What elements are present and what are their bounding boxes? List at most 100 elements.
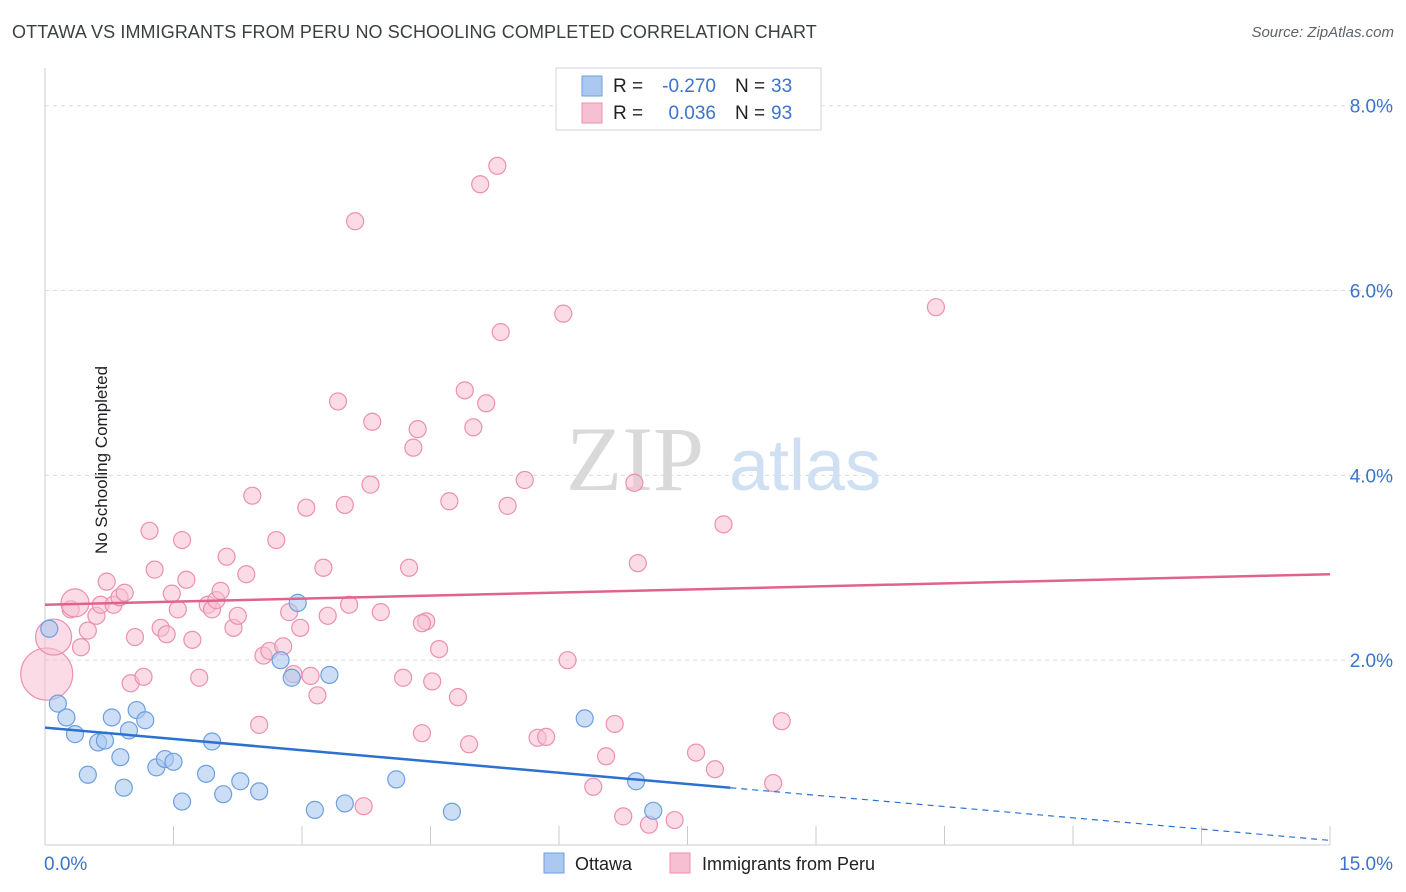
- peru-point: [705, 760, 725, 779]
- legend-ottawa-swatch: [581, 75, 603, 97]
- ottawa-point: [48, 694, 67, 713]
- watermark-atlas: atlas: [729, 426, 881, 506]
- ottawa-point: [102, 708, 121, 727]
- ottawa-point: [57, 708, 76, 727]
- ottawa-point: [282, 668, 301, 687]
- peru-point: [134, 667, 153, 686]
- peru-point: [297, 498, 316, 517]
- peru-point: [412, 614, 432, 633]
- ottawa-point: [305, 800, 324, 819]
- peru-point: [554, 304, 573, 323]
- peru-point: [243, 486, 262, 505]
- peru-point: [267, 530, 286, 550]
- peru-point: [314, 558, 333, 577]
- ottawa-point: [644, 801, 663, 820]
- peru-point: [301, 666, 320, 685]
- legend-r-value: -0.270: [662, 76, 716, 97]
- peru-point: [172, 530, 192, 550]
- source-label: Source: ZipAtlas.com: [1251, 24, 1394, 41]
- peru-point: [423, 672, 442, 691]
- peru-point: [455, 381, 474, 400]
- peru-point: [926, 298, 946, 317]
- x-tick-label-min: 0.0%: [44, 854, 87, 875]
- peru-point: [125, 627, 145, 647]
- ottawa-point: [271, 651, 290, 670]
- legend-n-value: 33: [771, 76, 792, 97]
- peru-point: [346, 212, 365, 231]
- peru-point: [237, 565, 256, 584]
- trend-lines: [44, 572, 1331, 841]
- peru-point: [537, 727, 556, 746]
- peru-point: [440, 492, 459, 511]
- peru-point: [71, 638, 91, 657]
- peru-point: [686, 743, 706, 762]
- ottawa-trend-line-extension: [730, 787, 1331, 841]
- peru-point: [145, 560, 164, 579]
- peru-point: [515, 470, 534, 490]
- peru-point: [477, 394, 496, 413]
- peru-point: [308, 686, 327, 705]
- ottawa-point: [288, 593, 307, 612]
- legend-r-label: R =: [613, 76, 643, 97]
- watermark-zip: ZIP: [566, 408, 704, 510]
- ottawa-point: [320, 665, 339, 685]
- legend-bottom-peru: Immigrants from Peru: [702, 854, 875, 874]
- y-tick-label: 6.0%: [1350, 282, 1393, 303]
- peru-point: [183, 630, 202, 649]
- legend-r-value: 0.036: [668, 103, 716, 124]
- peru-point: [764, 773, 783, 793]
- watermark: ZIP atlas: [566, 408, 881, 510]
- axes: 2.0% 4.0% 6.0% 8.0% 0.0% 15.0%: [44, 68, 1393, 875]
- peru-point: [714, 515, 733, 534]
- ottawa-point: [111, 748, 130, 767]
- peru-point: [597, 747, 616, 766]
- ottawa-point: [335, 794, 354, 813]
- peru-point: [584, 777, 603, 796]
- ottawa-point: [387, 770, 406, 789]
- ottawa-point: [136, 711, 155, 730]
- peru-point: [291, 618, 310, 637]
- x-tick-label-max: 15.0%: [1339, 854, 1393, 875]
- ottawa-point: [575, 709, 594, 728]
- peru-point: [488, 156, 507, 175]
- ottawa-point: [65, 725, 85, 744]
- legend-r-label: R =: [613, 103, 643, 124]
- legend-top: R = -0.270 N = 33 R = 0.036 N = 93: [555, 67, 822, 131]
- peru-point: [228, 606, 247, 625]
- peru-point: [177, 570, 196, 589]
- y-tick-label: 2.0%: [1350, 651, 1393, 672]
- peru-point: [318, 606, 337, 625]
- ottawa-point: [196, 764, 216, 783]
- legend-bottom-peru-swatch: [669, 852, 691, 874]
- peru-trend-line: [44, 572, 1331, 606]
- peru-point: [115, 583, 134, 602]
- peru-point: [471, 175, 490, 194]
- peru-point: [772, 712, 791, 731]
- ottawa-point: [442, 802, 462, 821]
- peru-point: [217, 547, 236, 566]
- peru-point: [168, 600, 187, 619]
- peru-point: [250, 715, 269, 734]
- peru-point: [190, 668, 209, 687]
- peru-point: [371, 603, 390, 622]
- y-tick-label: 4.0%: [1350, 466, 1393, 487]
- ottawa-point: [250, 782, 269, 801]
- peru-point: [412, 724, 432, 743]
- legend-n-value: 93: [771, 103, 792, 124]
- peru-point: [558, 651, 577, 670]
- peru-point: [162, 584, 181, 603]
- peru-point: [157, 625, 176, 644]
- legend-n-label: N =: [735, 76, 765, 97]
- y-tick-label: 8.0%: [1350, 97, 1393, 118]
- ottawa-point: [214, 785, 233, 804]
- ottawa-point: [40, 619, 59, 638]
- peru-point: [498, 496, 517, 515]
- legend-bottom-ottawa-swatch: [543, 852, 565, 874]
- peru-point: [340, 595, 359, 614]
- ottawa-trend-line: [44, 726, 731, 790]
- peru-point: [393, 668, 413, 687]
- peru-point: [363, 412, 382, 431]
- legend-n-label: N =: [735, 103, 765, 124]
- peru-point: [20, 647, 74, 701]
